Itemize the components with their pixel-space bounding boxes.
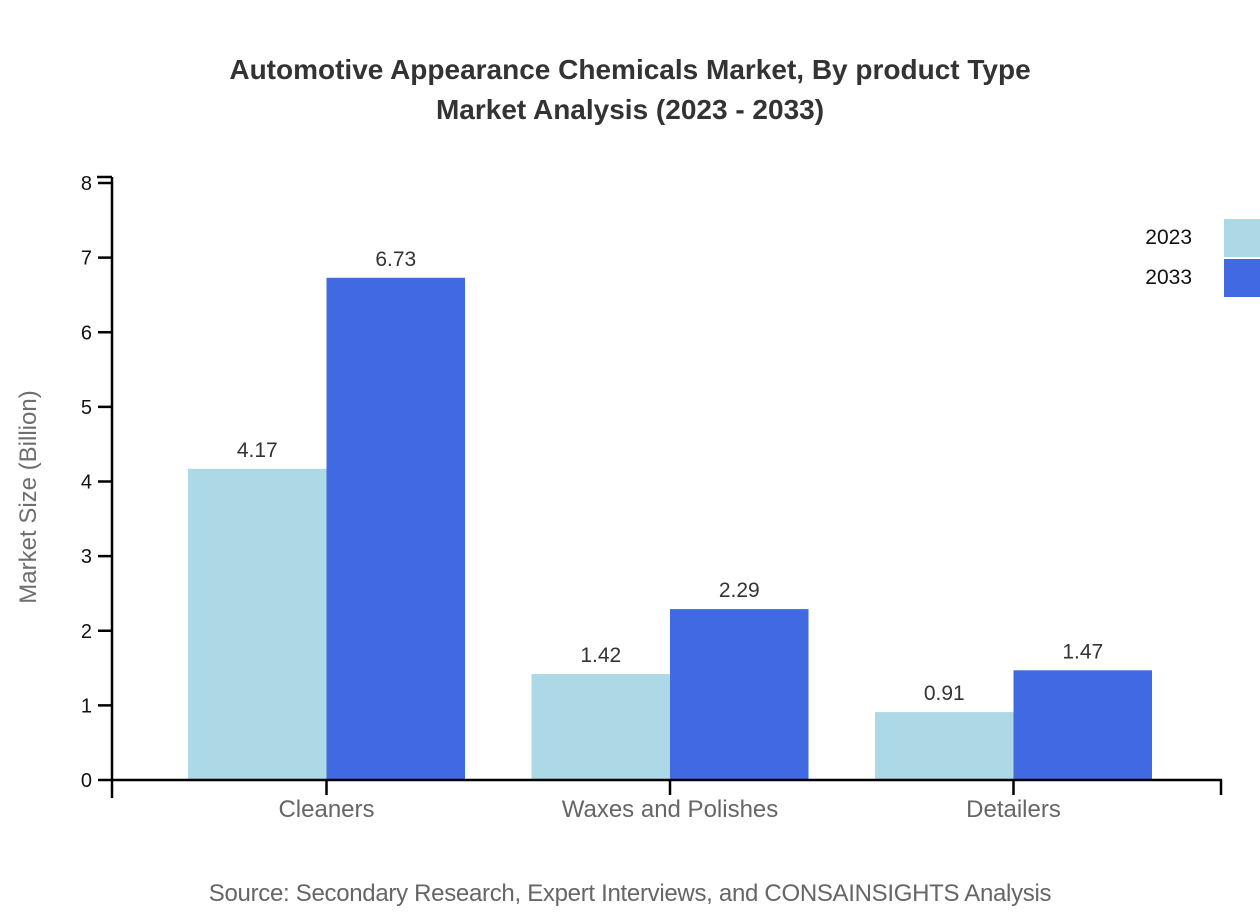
y-tick-label-5: 5 xyxy=(81,397,92,419)
bar-2033-2 xyxy=(1013,670,1152,780)
y-axis-title: Market Size (Billion) xyxy=(15,390,42,603)
y-tick-label-3: 3 xyxy=(81,546,92,568)
chart-title-line2: Market Analysis (2023 - 2033) xyxy=(435,94,825,125)
category-label-1: Waxes and Polishes xyxy=(562,796,779,823)
category-label-0: Cleaners xyxy=(278,796,374,823)
y-tick-label-1: 1 xyxy=(81,695,92,717)
value-label-2023-0: 4.17 xyxy=(237,439,278,462)
bar-2023-0 xyxy=(188,468,327,780)
legend-swatch-2023 xyxy=(1224,219,1260,257)
bar-2033-0 xyxy=(326,277,465,780)
y-tick-label-2: 2 xyxy=(81,621,92,643)
source-note: Source: Secondary Research, Expert Inter… xyxy=(208,880,1052,907)
legend-label-2033: 2033 xyxy=(1145,266,1192,289)
bar-2023-1 xyxy=(531,674,670,780)
value-label-2033-2: 1.47 xyxy=(1062,640,1103,663)
y-tick-label-0: 0 xyxy=(81,770,92,792)
value-label-2023-1: 1.42 xyxy=(580,644,621,667)
y-tick-label-6: 6 xyxy=(81,322,92,344)
legend-swatch-2033 xyxy=(1224,259,1260,297)
category-label-2: Detailers xyxy=(966,796,1061,823)
bar-2033-1 xyxy=(670,609,809,780)
y-tick-label-8: 8 xyxy=(81,173,92,195)
legend-label-2023: 2023 xyxy=(1145,226,1192,249)
legend-row-2023: 2023 xyxy=(1145,218,1260,258)
chart-title-line1: Automotive Appearance Chemicals Market, … xyxy=(229,54,1031,85)
y-tick-label-7: 7 xyxy=(81,248,92,270)
value-label-2033-1: 2.29 xyxy=(719,579,760,602)
value-label-2023-2: 0.91 xyxy=(924,682,965,705)
legend-row-2033: 2033 xyxy=(1145,258,1260,298)
value-label-2033-0: 6.73 xyxy=(375,248,416,271)
bar-2023-2 xyxy=(875,712,1014,780)
legend: 2023 2033 xyxy=(1145,218,1260,298)
chart-title: Automotive Appearance Chemicals Market, … xyxy=(0,50,1260,130)
y-tick-label-4: 4 xyxy=(81,472,92,494)
